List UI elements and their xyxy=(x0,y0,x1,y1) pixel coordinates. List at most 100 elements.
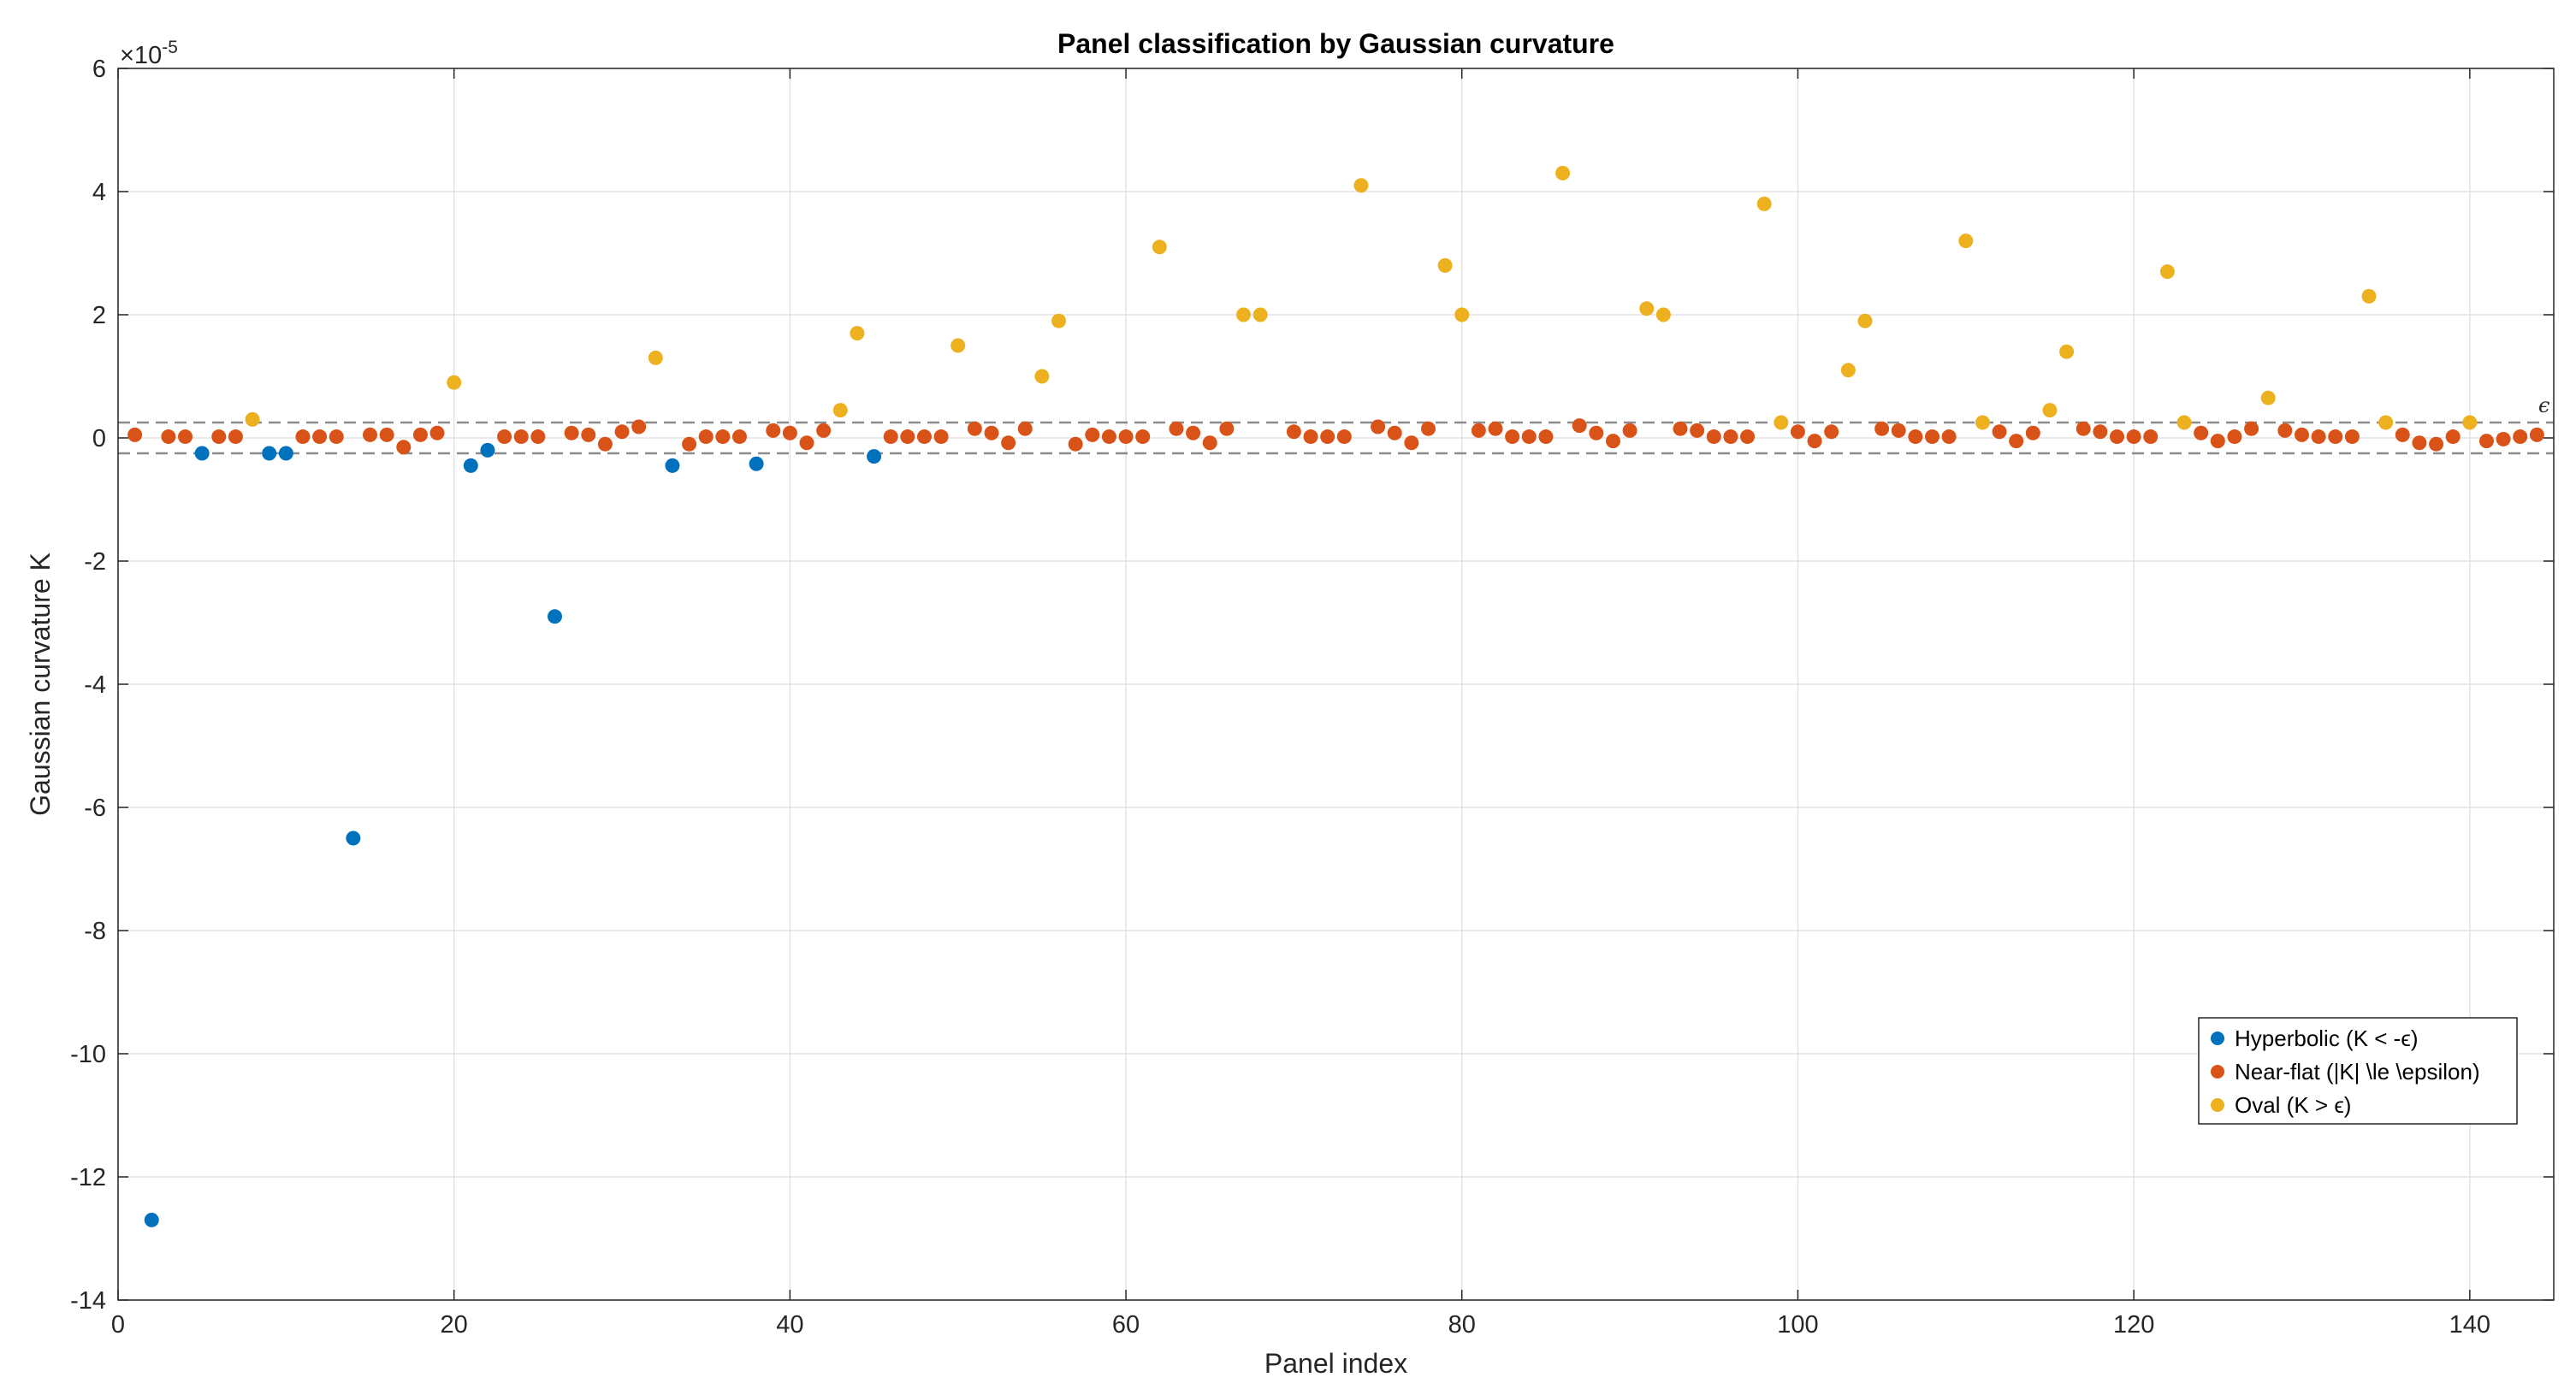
near-flat-point xyxy=(1303,429,1318,445)
legend: Hyperbolic (K < -ϵ) Near-flat (|K| \le \… xyxy=(2198,1017,2518,1125)
y-axis-exponent: ×10-5 xyxy=(120,38,178,69)
y-tick-label: -12 xyxy=(70,1164,106,1191)
near-flat-point xyxy=(2513,429,2528,445)
near-flat-point xyxy=(497,429,512,445)
near-flat-point xyxy=(2478,434,2494,449)
near-flat-point xyxy=(581,427,596,442)
grid-lines xyxy=(117,68,2554,1301)
near-flat-point xyxy=(1605,434,1620,449)
hyperbolic-point xyxy=(262,446,277,461)
near-flat-point xyxy=(782,425,797,440)
hyperbolic-point xyxy=(547,609,562,624)
near-flat-point xyxy=(429,425,445,440)
near-flat-point xyxy=(178,429,193,445)
near-flat-point xyxy=(1891,423,1906,438)
oval-point xyxy=(1034,369,1050,384)
oval-point xyxy=(1639,301,1655,316)
legend-box xyxy=(2198,1017,2518,1125)
hyperbolic-point xyxy=(194,446,210,461)
y-axis-ticks: -14 -12 -10 -8 -6 -4 -2 0 2 4 6 xyxy=(70,56,2554,1315)
hyperbolic-point xyxy=(749,456,764,471)
near-flat-point xyxy=(1589,425,1604,440)
near-flat-point xyxy=(984,425,999,440)
near-flat-point xyxy=(900,429,915,445)
legend-entry-hyperbolic: Hyperbolic (K < -ϵ) xyxy=(2235,1026,2419,1051)
near-flat-point xyxy=(1017,421,1033,436)
oval-point xyxy=(850,326,865,341)
near-flat-point xyxy=(161,429,176,445)
oval-point xyxy=(1756,196,1772,211)
y-tick-label: -8 xyxy=(84,918,106,945)
chart-title: Panel classification by Gaussian curvatu… xyxy=(1057,28,1614,59)
oval-point xyxy=(2378,415,2394,430)
y-tick-label: -2 xyxy=(84,548,106,576)
oval-point xyxy=(1236,307,1252,322)
hyperbolic-point xyxy=(480,442,495,458)
near-flat-point xyxy=(1118,429,1134,445)
near-flat-point xyxy=(1404,435,1419,451)
oval-point xyxy=(1152,239,1167,255)
near-flat-point xyxy=(2429,436,2444,452)
near-flat-point xyxy=(1723,429,1738,445)
near-flat-point xyxy=(1471,423,1486,438)
y-tick-label: 2 xyxy=(92,302,106,329)
near-flat-point xyxy=(883,429,898,445)
near-flat-point xyxy=(1320,429,1335,445)
near-flat-point xyxy=(1085,427,1100,442)
oval-point xyxy=(2260,390,2276,405)
oval-point xyxy=(648,350,663,365)
oval-point xyxy=(1840,363,1856,378)
near-flat-point xyxy=(1622,423,1637,438)
near-flat-point xyxy=(513,429,529,445)
near-flat-point xyxy=(228,429,243,445)
near-flat-point xyxy=(412,427,428,442)
near-flat-point xyxy=(1371,419,1386,434)
x-axis-ticks: 0 20 40 60 80 100 120 140 xyxy=(111,68,2490,1339)
near-flat-point xyxy=(312,429,328,445)
near-flat-point xyxy=(1068,436,1083,452)
near-flat-point xyxy=(631,419,647,434)
oval-point xyxy=(1437,257,1453,273)
legend-marker-hyperbolic xyxy=(2211,1031,2224,1045)
near-flat-point xyxy=(1538,429,1554,445)
near-flat-point xyxy=(127,427,143,442)
y-tick-label: -6 xyxy=(84,795,106,822)
oval-point xyxy=(1958,233,1974,249)
near-flat-point xyxy=(1925,429,1940,445)
near-flat-point xyxy=(1101,429,1116,445)
oval-point xyxy=(2176,415,2192,430)
near-flat-point xyxy=(1387,425,1402,440)
near-flat-point xyxy=(1186,425,1201,440)
near-flat-point xyxy=(211,429,227,445)
near-flat-point xyxy=(2093,424,2108,440)
y-tick-label: 6 xyxy=(92,56,106,83)
near-flat-point xyxy=(1521,429,1537,445)
near-flat-point xyxy=(1673,421,1688,436)
near-flat-point xyxy=(1336,429,1352,445)
x-tick-label: 120 xyxy=(2113,1311,2154,1339)
near-flat-point xyxy=(682,436,697,452)
hyperbolic-point xyxy=(278,446,293,461)
near-flat-point xyxy=(1740,429,1756,445)
near-flat-point xyxy=(1874,421,1890,436)
near-flat-point xyxy=(766,423,781,438)
x-tick-label: 60 xyxy=(1112,1311,1140,1339)
near-flat-point xyxy=(715,429,731,445)
oval-point xyxy=(2059,344,2075,359)
near-flat-point xyxy=(2227,429,2242,445)
oval-point xyxy=(1051,313,1067,328)
legend-entry-oval: Oval (K > ϵ) xyxy=(2235,1092,2351,1118)
near-flat-point xyxy=(2210,434,2225,449)
near-flat-point xyxy=(1908,429,1923,445)
hyperbolic-point xyxy=(665,458,680,473)
hyperbolic-point xyxy=(346,830,361,846)
near-flat-point xyxy=(916,429,932,445)
oval-point xyxy=(1975,415,1990,430)
near-flat-point xyxy=(2277,423,2293,438)
near-flat-point xyxy=(396,440,412,455)
hyperbolic-point xyxy=(463,458,478,473)
oval-point xyxy=(1655,307,1671,322)
hyperbolic-point xyxy=(867,449,882,464)
legend-marker-oval xyxy=(2211,1098,2224,1112)
